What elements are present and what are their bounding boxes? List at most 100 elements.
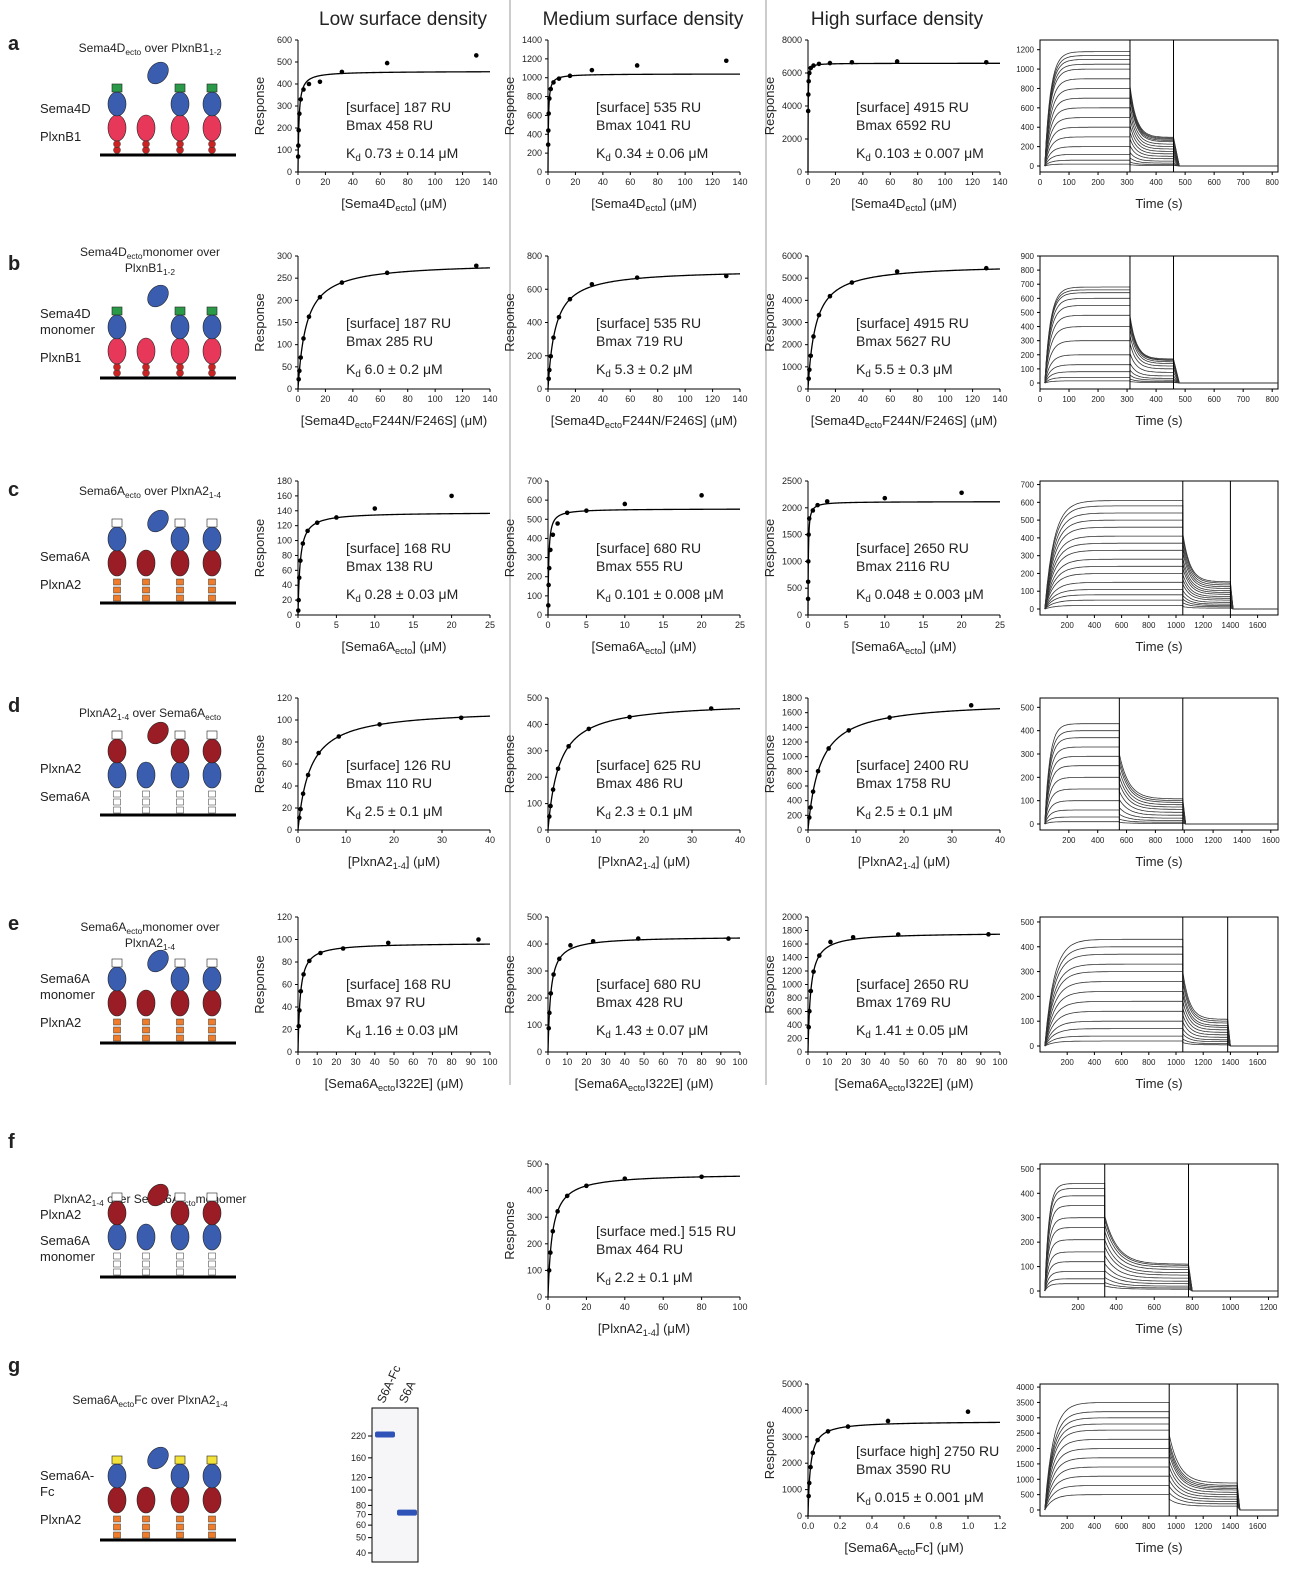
receptor: [137, 1487, 155, 1513]
x-tick-label: 800: [1142, 1522, 1156, 1531]
y-tick-label: 300: [527, 553, 542, 563]
y-tick-label: 80: [282, 957, 292, 967]
x-tick-label: 40: [348, 177, 358, 187]
x-tick-label: 1000: [1175, 836, 1193, 845]
panel-title: Sema6AectoFc over PlxnA21-4: [72, 1393, 228, 1409]
x-tick-label: 10: [620, 620, 630, 630]
x-tick-label: 5: [844, 620, 849, 630]
x-tick-label: 50: [639, 1057, 649, 1067]
ligand: [108, 92, 126, 116]
y-tick-label: 600: [277, 35, 292, 45]
data-point: [297, 816, 302, 821]
diagram-label: monomer: [40, 1249, 96, 1264]
x-tick-label: 60: [885, 177, 895, 187]
x-tick-label: 200: [1091, 178, 1105, 187]
sensorgram-curve: [1045, 1402, 1278, 1510]
receptor: [171, 1487, 189, 1513]
x-axis-label: Time (s): [1135, 854, 1182, 869]
x-axis-label-part: [Sema4D: [591, 196, 645, 211]
receptor: [137, 1224, 155, 1250]
domain: [177, 807, 184, 813]
kd-label: Kd 1.43 ± 0.07 μM: [596, 1022, 708, 1041]
panel-title-part: PlxnA2: [79, 706, 117, 720]
x-tick-label: 20: [320, 394, 330, 404]
y-tick-label: 2000: [782, 503, 802, 513]
receptor: [108, 115, 126, 141]
data-point: [547, 1268, 552, 1273]
ligand: [108, 1201, 126, 1225]
y-tick-label: 8000: [782, 35, 802, 45]
x-tick-label: 0: [545, 835, 550, 845]
x-tick-label: 0: [295, 394, 300, 404]
sensorgram-curve: [1045, 1196, 1278, 1291]
x-tick-label: 200: [1061, 1058, 1075, 1067]
ligand: [203, 739, 221, 763]
data-point: [318, 951, 323, 956]
x-axis-label-part: [Sema6A: [844, 1540, 898, 1555]
x-tick-label: 0: [805, 1057, 810, 1067]
data-point: [568, 297, 573, 302]
tag: [175, 1456, 185, 1464]
data-point: [459, 716, 464, 721]
kd-label: Kd 0.28 ± 0.03 μM: [346, 586, 458, 605]
kd-label-part: 0.048 ± 0.003 μM: [871, 586, 984, 602]
x-axis-label: [PlxnA21-4] (μM): [598, 854, 690, 871]
kd-label-part: 2.5 ± 0.1 μM: [361, 803, 443, 819]
x-tick-label: 15: [918, 620, 928, 630]
tag: [175, 959, 185, 967]
kd-label: Kd 1.16 ± 0.03 μM: [346, 1022, 458, 1041]
y-tick-label: 400: [527, 129, 542, 139]
x-tick-label: 600: [1148, 1303, 1162, 1312]
data-point: [883, 496, 888, 501]
surface-label: [surface] 2650 RU: [856, 976, 969, 992]
x-tick-label: 400: [1091, 836, 1105, 845]
receptor: [171, 990, 189, 1016]
y-tick-label: 1400: [522, 35, 542, 45]
y-tick-label: 300: [527, 1212, 542, 1222]
domain: [177, 791, 184, 797]
x-tick-label: 1000: [1167, 1522, 1185, 1531]
x-axis-label-part: F244N/F246S] (μM): [882, 413, 997, 428]
domain: [114, 579, 121, 585]
panel-letter: d: [8, 695, 20, 717]
panel-title: Sema6Aectomonomer over: [80, 920, 219, 936]
x-tick-label: 20: [841, 1057, 851, 1067]
ligand: [203, 1201, 221, 1225]
panel-title-part: 1-4: [216, 1399, 228, 1409]
receptor: [203, 550, 221, 576]
sensorgram-curve: [1045, 582, 1278, 609]
data-point: [811, 334, 816, 339]
ligand: [171, 1201, 189, 1225]
sensorgram-curve: [1045, 56, 1278, 167]
sensorgram-curve: [1045, 600, 1278, 609]
y-tick-label: 1400: [782, 953, 802, 963]
x-axis-label-part: ] (μM): [413, 196, 447, 211]
x-tick-label: 10: [341, 835, 351, 845]
x-tick-label: 0: [1038, 395, 1043, 404]
sensorgram-curve: [1045, 1485, 1278, 1510]
x-tick-label: 60: [408, 1057, 418, 1067]
y-tick-label: 50: [282, 362, 292, 372]
panel-title: PlxnA21-4 over Sema6Aecto: [79, 706, 221, 722]
y-tick-label: 200: [527, 1239, 542, 1249]
diagram-label: PlxnA2: [40, 577, 81, 592]
x-tick-label: 70: [937, 1057, 947, 1067]
y-tick-label: 200: [527, 993, 542, 1003]
data-point: [557, 315, 562, 320]
domain: [143, 579, 150, 585]
x-axis-label: [Sema4Decto] (μM): [851, 196, 957, 213]
x-axis-label-part: Fc] (μM): [915, 1540, 964, 1555]
x-tick-label: 400: [1088, 1058, 1102, 1067]
y-tick-label: 500: [1021, 308, 1035, 317]
sensorgram-curve: [1045, 1218, 1278, 1291]
x-tick-label: 100: [428, 177, 443, 187]
x-axis-label: [Sema4DectoF244N/F246S] (μM): [811, 413, 998, 430]
y-tick-label: 300: [527, 966, 542, 976]
x-tick-label: 5: [334, 620, 339, 630]
x-axis-label-part: [PlxnA2: [598, 1321, 643, 1336]
domain: [114, 1269, 121, 1275]
sensorgram-curve: [1045, 79, 1278, 166]
data-point: [811, 1451, 816, 1456]
x-axis-label: [Sema6AectoI322E] (μM): [325, 1076, 464, 1093]
x-tick-label: 60: [375, 177, 385, 187]
